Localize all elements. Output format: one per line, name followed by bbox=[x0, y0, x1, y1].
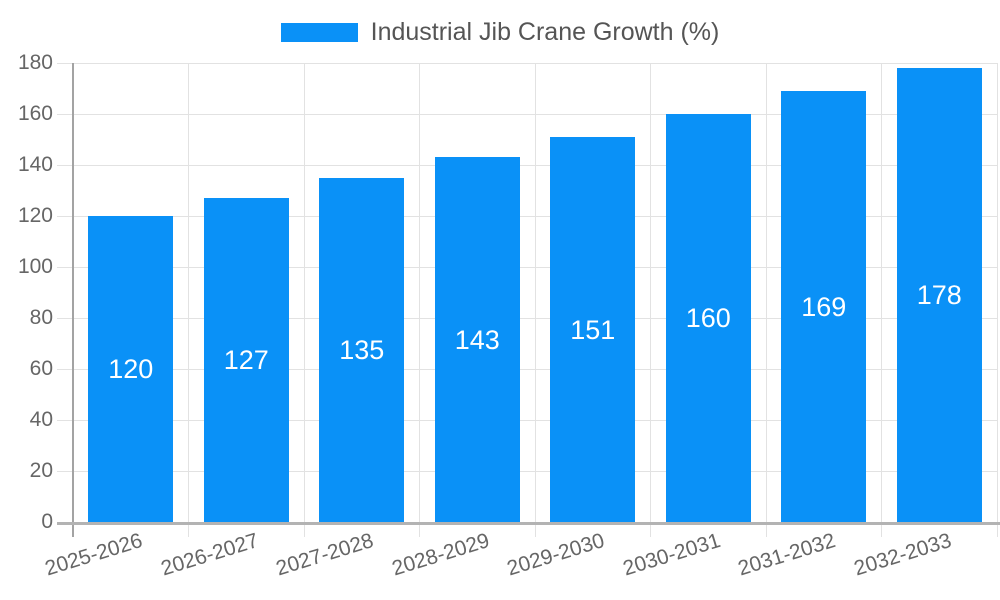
horizontal-gridline bbox=[57, 419, 997, 421]
bar[interactable] bbox=[665, 114, 751, 522]
bar[interactable] bbox=[203, 198, 289, 522]
bar[interactable] bbox=[434, 157, 520, 522]
horizontal-gridline bbox=[57, 368, 997, 370]
y-tick-label: 60 bbox=[29, 357, 53, 380]
bar-value-label: 178 bbox=[916, 280, 962, 310]
x-tick-label: 2032-2033 bbox=[851, 529, 954, 581]
horizontal-gridline bbox=[57, 317, 997, 319]
bar[interactable] bbox=[88, 216, 174, 522]
bar-value-label: 120 bbox=[108, 354, 154, 384]
x-tick-label: 2027-2028 bbox=[273, 529, 377, 581]
x-tick-label: 2031-2032 bbox=[735, 529, 839, 581]
y-tick-label: 80 bbox=[29, 306, 53, 329]
legend-label: Industrial Jib Crane Growth (%) bbox=[370, 17, 720, 46]
horizontal-gridline bbox=[57, 62, 997, 64]
legend[interactable]: Industrial Jib Crane Growth (%) bbox=[0, 17, 1000, 47]
bar[interactable] bbox=[550, 136, 636, 522]
legend-swatch bbox=[280, 22, 358, 42]
bar-value-label: 127 bbox=[223, 345, 269, 376]
y-tick-label: 140 bbox=[17, 153, 53, 176]
vertical-gridline bbox=[765, 63, 767, 537]
bar-value-label: 169 bbox=[801, 291, 847, 322]
y-axis-line bbox=[72, 63, 74, 537]
x-tick-label: 2028-2029 bbox=[389, 529, 492, 581]
vertical-gridline bbox=[881, 63, 882, 537]
y-tick-label: 0 bbox=[41, 510, 53, 533]
y-tick-label: 120 bbox=[17, 204, 53, 227]
x-axis-line bbox=[57, 522, 1000, 525]
y-tick-label: 180 bbox=[17, 51, 53, 74]
horizontal-gridline bbox=[57, 266, 997, 268]
bar[interactable] bbox=[896, 68, 982, 522]
y-tick-label: 40 bbox=[29, 408, 53, 431]
x-tick-label: 2026-2027 bbox=[158, 529, 261, 581]
horizontal-gridline bbox=[57, 164, 997, 166]
vertical-gridline bbox=[996, 63, 998, 537]
bar[interactable] bbox=[319, 177, 405, 523]
horizontal-gridline bbox=[57, 113, 997, 115]
vertical-gridline bbox=[188, 63, 189, 537]
bar[interactable] bbox=[781, 91, 867, 522]
horizontal-gridline bbox=[57, 470, 997, 472]
x-tick-label: 2025-2026 bbox=[42, 529, 146, 581]
bar-value-label: 160 bbox=[685, 303, 731, 333]
vertical-gridline bbox=[650, 63, 651, 537]
x-tick-label: 2029-2030 bbox=[504, 529, 608, 581]
bar-value-label: 151 bbox=[570, 314, 616, 345]
horizontal-gridline bbox=[57, 215, 997, 217]
vertical-gridline bbox=[419, 63, 420, 537]
bar-value-label: 143 bbox=[454, 324, 500, 355]
x-tick-label: 2030-2031 bbox=[620, 529, 723, 581]
y-tick-label: 100 bbox=[17, 255, 53, 278]
vertical-gridline bbox=[303, 63, 305, 537]
bar-value-label: 135 bbox=[339, 334, 385, 365]
y-tick-label: 160 bbox=[17, 102, 53, 125]
vertical-gridline bbox=[534, 63, 536, 537]
y-tick-label: 20 bbox=[29, 459, 53, 482]
